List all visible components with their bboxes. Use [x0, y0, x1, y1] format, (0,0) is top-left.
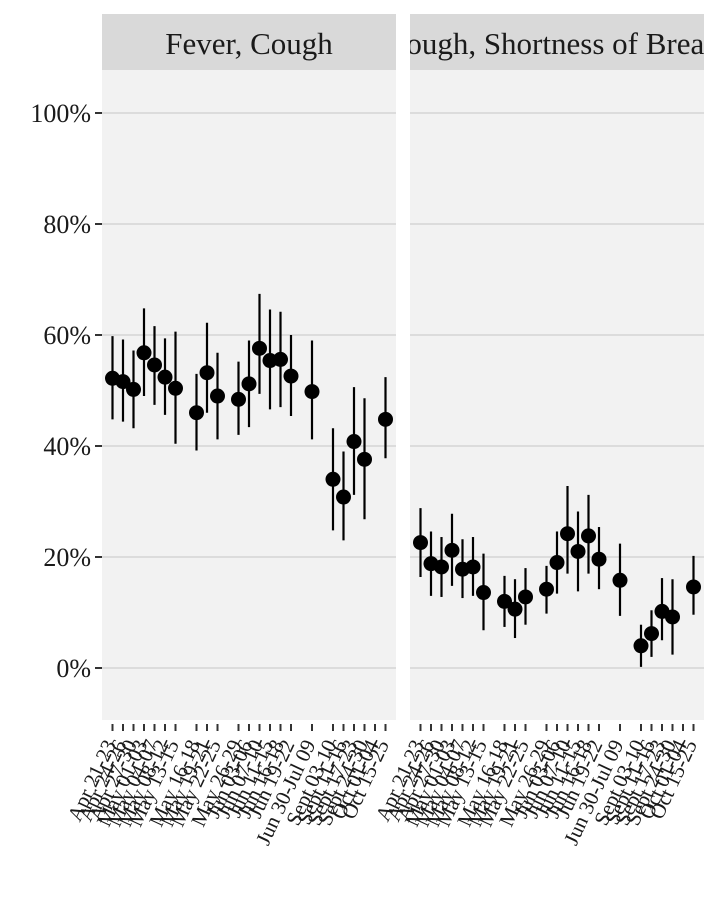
data-point [252, 340, 267, 356]
data-point [189, 405, 204, 421]
data-point [518, 589, 533, 605]
data-point [570, 543, 586, 559]
data-point [497, 593, 512, 609]
series-points [105, 293, 393, 541]
data-point [115, 374, 131, 390]
data-point [231, 391, 246, 407]
data-point [581, 528, 596, 544]
series-points [413, 485, 701, 667]
data-point [283, 368, 299, 384]
data-point [357, 451, 372, 467]
data-point [157, 369, 173, 385]
facet-strip [410, 14, 704, 70]
y-tick-label: 20% [43, 543, 91, 572]
data-point [539, 581, 554, 597]
data-point [336, 489, 351, 505]
data-point [273, 351, 288, 367]
data-point [591, 551, 607, 567]
data-point [210, 388, 225, 404]
facet-strip-label: Cough, Shortness of Breath [386, 26, 720, 61]
y-tick-label: 0% [56, 654, 91, 683]
data-point [346, 434, 362, 450]
data-point [378, 411, 393, 427]
data-point [633, 638, 649, 654]
data-point [168, 380, 183, 396]
data-point [304, 384, 320, 400]
data-point [199, 365, 215, 381]
panel-background [410, 70, 704, 720]
y-tick-label: 80% [43, 210, 91, 239]
data-point [507, 601, 523, 617]
y-tick-label: 40% [43, 432, 91, 461]
y-tick-label: 60% [43, 321, 91, 350]
data-point [325, 471, 341, 487]
data-point [665, 609, 680, 625]
data-point [444, 542, 460, 558]
data-point [612, 572, 628, 588]
data-point [136, 345, 152, 361]
facet-strip-label: Fever, Cough [165, 26, 333, 61]
data-point [241, 376, 257, 392]
y-tick-label: 100% [30, 99, 91, 128]
facet-strip [102, 14, 396, 70]
data-point [147, 357, 162, 373]
data-point [413, 535, 428, 551]
data-point [549, 555, 565, 571]
data-point [465, 559, 481, 575]
data-point [126, 381, 141, 397]
data-point [644, 626, 659, 642]
data-point [476, 585, 491, 601]
data-point [560, 526, 575, 542]
data-point [686, 579, 701, 595]
data-point [434, 559, 449, 575]
